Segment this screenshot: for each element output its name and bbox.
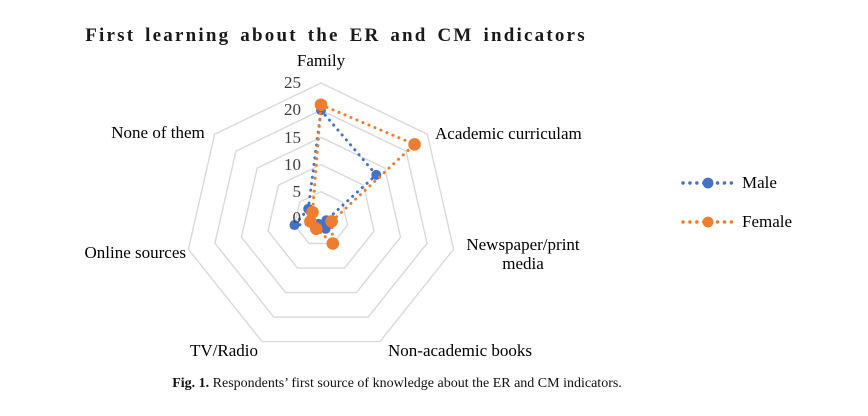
- radial-tick-25: 25: [284, 73, 301, 92]
- caption-label: Fig. 1.: [172, 376, 210, 391]
- grid-ring-20: [214, 109, 428, 318]
- chart-title: First learning about the ER and CM indic…: [85, 25, 587, 46]
- axis-label-none-of-them: None of them: [111, 123, 205, 142]
- male-marker: [289, 220, 300, 231]
- radial-tick-15: 15: [284, 128, 301, 147]
- legend-marker-dot: [702, 216, 714, 228]
- female-line: [308, 102, 418, 248]
- legend-marker-dot: [702, 177, 714, 189]
- female-marker: [326, 237, 340, 250]
- grid-ring-15: [240, 136, 402, 294]
- legend: Male Female: [681, 172, 792, 233]
- axis-label-online-sources: Online sources: [84, 243, 186, 262]
- grid-ring-5: [293, 191, 349, 245]
- radial-tick-5: 5: [292, 182, 302, 201]
- female-legend-swatch-icon: [681, 216, 735, 228]
- male-legend-label: Male: [742, 173, 777, 192]
- male-line: [291, 106, 379, 232]
- female-legend-label: Female: [742, 212, 793, 231]
- radial-tick-20: 20: [284, 100, 301, 119]
- female-marker: [314, 98, 328, 112]
- radial-tick-10: 10: [284, 155, 301, 174]
- male-legend-swatch-icon: [681, 177, 735, 189]
- female-marker: [408, 138, 421, 151]
- grid-ring-25: [187, 82, 455, 343]
- legend-item-female: Female: [681, 211, 792, 233]
- grid-ring-10: [267, 163, 375, 269]
- figure-caption: Fig. 1. Respondents’ first source of kno…: [0, 376, 794, 392]
- female-marker: [306, 205, 319, 219]
- caption-text: Respondents’ first source of knowledge a…: [209, 376, 622, 391]
- axis-label-non-academic-books: Non-academic books: [388, 341, 532, 360]
- axis-label-family: Family: [296, 51, 346, 70]
- axis-label-newspaper-print-media: Newspaper/print media: [466, 235, 580, 274]
- female-marker: [325, 215, 338, 228]
- radial-tick-0: 0: [292, 208, 302, 227]
- axis-label-academic-curriculam: Academic curriculam: [435, 124, 582, 143]
- axis-label-tv-radio: TV/Radio: [190, 341, 258, 360]
- legend-item-male: Male: [681, 172, 792, 194]
